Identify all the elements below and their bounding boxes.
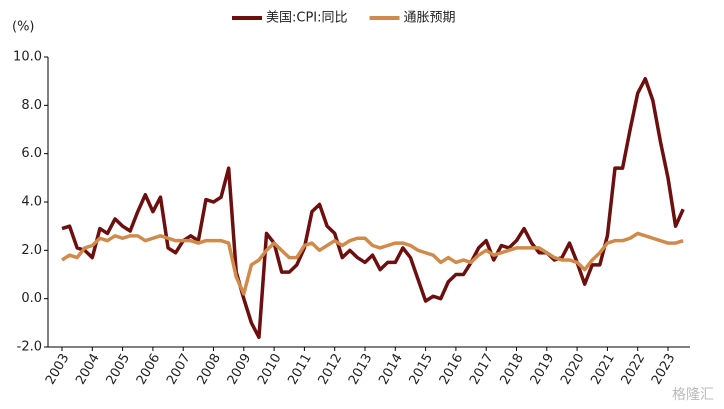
x-tick-label: 2017: [467, 351, 497, 387]
y-tick-label: 4.0: [21, 195, 42, 210]
x-tick-label: 2016: [437, 351, 467, 387]
x-tick-label: 2011: [285, 351, 315, 387]
y-axis-label: (%): [12, 20, 35, 35]
y-tick-label: 10.0: [13, 50, 42, 65]
x-tick-label: 2007: [164, 351, 194, 387]
y-tick-label: 6.0: [21, 146, 42, 161]
series-line: [61, 231, 684, 296]
x-tick-label: 2014: [376, 351, 406, 387]
x-tick-label: 2022: [619, 351, 649, 387]
x-tick-label: 2008: [194, 351, 224, 387]
x-tick-label: 2009: [225, 351, 255, 387]
x-tick-label: 2023: [649, 351, 679, 387]
x-tick-label: 2012: [316, 351, 346, 387]
y-tick-label: -2.0: [17, 340, 42, 355]
x-tick-label: 2019: [528, 351, 558, 387]
x-tick-label: 2020: [558, 351, 588, 387]
legend-label: 通胀预期: [404, 11, 456, 26]
x-tick-label: 2013: [346, 351, 376, 387]
x-tick-label: 2003: [43, 351, 73, 387]
legend-label: 美国:CPI:同比: [266, 11, 348, 26]
series-line: [61, 77, 685, 340]
y-tick-label: 2.0: [21, 243, 42, 258]
x-tick-label: 2010: [255, 351, 285, 387]
watermark: 格隆汇: [672, 387, 714, 403]
y-tick-label: 8.0: [21, 98, 42, 113]
x-tick-label: 2004: [73, 351, 103, 387]
x-tick-label: 2015: [407, 351, 437, 387]
x-tick-label: 2006: [134, 351, 164, 387]
x-tick-label: 2021: [588, 351, 618, 387]
x-tick-label: 2005: [104, 351, 134, 387]
x-tick-label: 2018: [497, 351, 527, 387]
y-tick-label: 0.0: [21, 291, 42, 306]
